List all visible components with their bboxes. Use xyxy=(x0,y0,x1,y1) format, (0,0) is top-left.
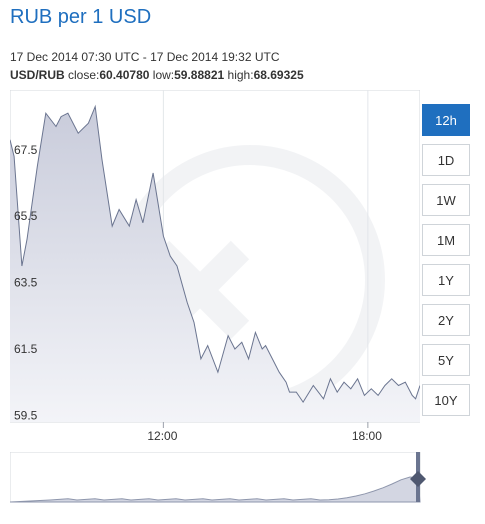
x-tick-label: 18:00 xyxy=(352,429,382,442)
y-tick-label: 59.5 xyxy=(14,408,38,422)
navigator-frame xyxy=(9,451,421,503)
range-button-1y[interactable]: 1Y xyxy=(422,264,470,296)
range-buttons: 12h 1D 1W 1M 1Y 2Y 5Y 10Y xyxy=(422,104,472,424)
navigator-handle-icon[interactable] xyxy=(410,471,426,487)
range-button-2y[interactable]: 2Y xyxy=(422,304,470,336)
series-line xyxy=(9,104,421,404)
pair-label: USD/RUB xyxy=(10,68,65,82)
low-value: 59.88821 xyxy=(174,68,225,82)
y-tick-label: 65.5 xyxy=(14,209,38,223)
close-value: 60.40780 xyxy=(99,68,150,82)
range-button-1w[interactable]: 1W xyxy=(422,184,470,216)
low-label: low: xyxy=(152,68,175,82)
y-tick-label: 67.5 xyxy=(14,143,38,157)
high-value: 68.69325 xyxy=(253,68,304,82)
range-button-10y[interactable]: 10Y xyxy=(422,384,470,416)
navigator[interactable] xyxy=(9,451,430,507)
chart-title: RUB per 1 USD xyxy=(10,6,152,28)
series-area xyxy=(10,106,420,422)
x-tick-label: 12:00 xyxy=(147,429,177,442)
date-range: 17 Dec 2014 07:30 UTC - 17 Dec 2014 19:3… xyxy=(10,50,280,64)
y-tick-label: 61.5 xyxy=(14,342,38,356)
y-tick-label: 63.5 xyxy=(14,276,38,290)
range-button-1m[interactable]: 1M xyxy=(422,224,470,256)
range-button-5y[interactable]: 5Y xyxy=(422,344,470,376)
high-label: high: xyxy=(227,68,254,82)
price-stats: USD/RUB close:60.40780 low:59.88821 high… xyxy=(10,68,304,82)
price-chart[interactable]: 59.5 61.5 63.5 65.5 67.5 12:00 18:00 xyxy=(9,89,421,443)
navigator-svg xyxy=(9,451,426,503)
range-button-12h[interactable]: 12h xyxy=(422,104,470,136)
navigator-series xyxy=(9,476,421,503)
close-label: close: xyxy=(68,68,100,82)
chart-svg: 59.5 61.5 63.5 65.5 67.5 12:00 18:00 xyxy=(9,89,421,443)
range-button-1d[interactable]: 1D xyxy=(422,144,470,176)
